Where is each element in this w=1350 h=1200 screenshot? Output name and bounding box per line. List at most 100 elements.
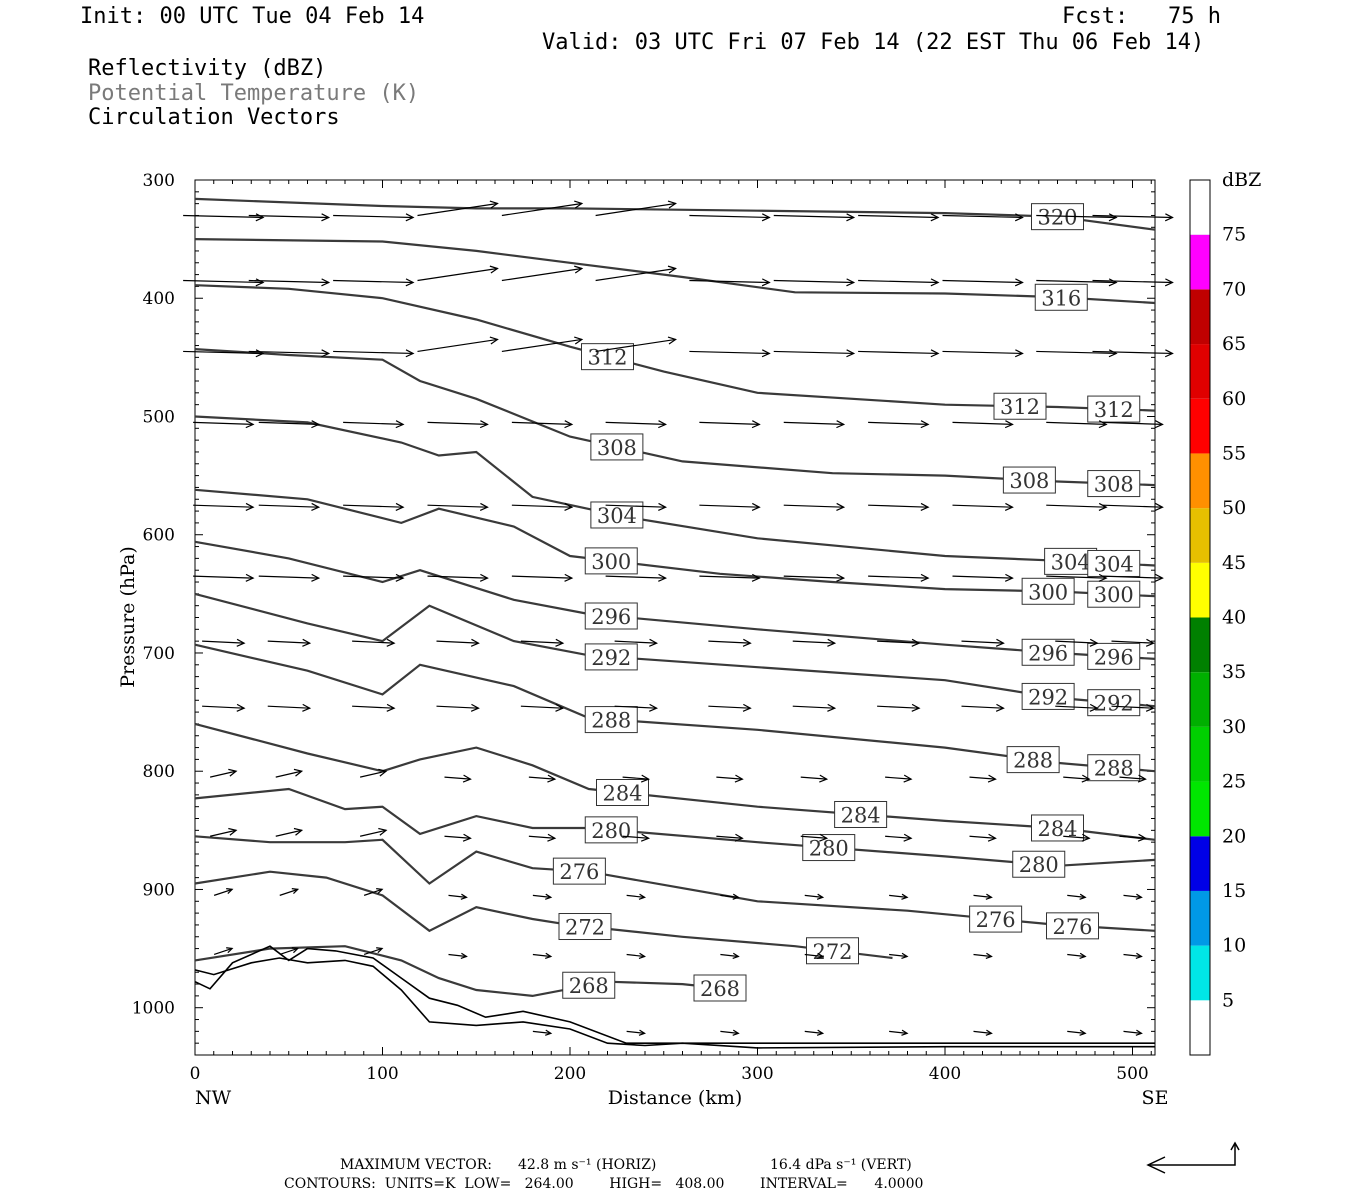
circulation-vector [359,770,387,778]
circulation-vector [952,504,1013,508]
x-tick-label: 500 [1116,1064,1148,1084]
circulation-vector [363,947,383,956]
colorbar-segment [1190,398,1210,454]
contour-label-280: 280 [591,819,631,843]
contour-label-box [584,602,638,630]
reference-horiz-arrowhead [1146,1156,1166,1174]
vector-arrowhead [638,1029,646,1036]
circulation-vector [952,575,1013,579]
vector-arrowhead [638,893,646,900]
vector-arrowhead [1004,573,1014,582]
vector-arrowhead [405,349,415,358]
isentrope-268 [194,945,739,998]
circulation-vector [1119,835,1146,839]
vector-arrowhead [1145,703,1155,712]
vector-arrowhead [1108,278,1118,287]
vector-arrowhead [555,638,565,647]
vector-arrowhead [649,703,659,712]
circulation-vector [193,575,254,579]
circulation-vector [520,640,563,644]
contour-label-308: 308 [1009,469,1049,493]
colorbar-segment [1190,726,1210,782]
circulation-vector [595,202,676,217]
max-vector-vert: 16.4 dPa s⁻¹ (VERT) [770,1157,912,1173]
circulation-vector [614,640,657,644]
colorbar-label: 5 [1222,989,1234,1011]
vector-arrowhead [732,893,740,900]
vector-arrowhead [836,420,846,429]
vector-arrowhead [1014,278,1024,287]
contour-label-300: 300 [1094,583,1134,607]
circulation-vector [1036,350,1117,355]
circulation-vector [605,575,666,579]
vector-arrowhead [1137,833,1147,842]
circulation-vector [248,279,329,284]
contour-label-300: 300 [1028,580,1068,604]
circulation-vector [1092,214,1173,219]
circulation-vector [427,504,488,508]
vector-arrowhead [846,213,856,222]
contour-label-308: 308 [597,436,637,460]
x-end-label-nw: NW [195,1087,232,1109]
vector-arrowhead [930,349,940,358]
contour-label-272: 272 [812,940,852,964]
vector-arrowhead [321,278,331,287]
vector-arrowhead [395,573,405,582]
contour-label-316: 316 [1041,286,1081,310]
circulation-vector [213,888,233,896]
circulation-vector [333,350,414,355]
circulation-vector [1102,504,1163,508]
isentrope-284 [194,722,1156,841]
vector-arrowhead [920,573,930,582]
contour-label-box [584,706,638,734]
contour-label-box [552,857,606,885]
circulation-vector [1046,504,1107,508]
vector-arrowhead [1135,952,1143,960]
vector-arrowhead [1145,638,1155,647]
contour-label-box [969,905,1023,933]
circulation-vector [501,202,582,217]
y-tick-label: 700 [143,644,175,664]
circulation-vector [605,421,666,425]
contour-label-280: 280 [1019,853,1059,877]
vector-arrowhead [1135,1029,1143,1036]
circulation-vector [973,1030,992,1034]
circulation-vector [501,338,582,353]
vector-arrowhead [395,420,405,429]
circulation-vector [792,705,835,709]
contour-label-box [558,913,612,941]
contour-label-280: 280 [809,837,849,861]
circulation-vector [877,640,920,644]
colorbar-label: 75 [1222,224,1246,246]
circulation-vector [889,1030,908,1034]
x-axis-label: Distance (km) [608,1087,743,1109]
vector-arrowhead [489,200,499,209]
vector-arrowhead [903,833,913,842]
contour-label-292: 292 [591,646,631,670]
contour-label-312: 312 [1000,395,1040,419]
colorbar-segment [1190,890,1210,946]
vector-arrowhead [574,200,584,209]
circulation-vector [595,267,676,282]
circulation-vector [333,214,414,219]
vector-arrowhead [245,420,255,429]
contour-label-268: 268 [569,974,609,998]
vector-arrowhead [378,768,388,777]
colorbar-label: 20 [1222,825,1246,847]
reference-vector-arrows [1148,1143,1236,1166]
circulation-vector [279,947,298,956]
circulation-vector [202,640,245,644]
contour-label-304: 304 [1051,550,1091,574]
contour-label-308: 308 [1094,473,1134,497]
colorbar-segment-below [1190,1000,1210,1055]
vector-arrowhead [489,265,499,274]
circulation-vector [1046,575,1107,579]
circulation-vector [248,350,329,355]
vector-arrowhead [901,1029,909,1036]
contour-label-320: 320 [1037,206,1077,230]
forecast-hour: Fcst: 75 h [1062,4,1221,29]
vector-arrowhead [985,1029,993,1036]
colorbar-label: 55 [1222,442,1246,464]
vector-arrowhead [667,336,677,345]
colorbar-segment [1190,453,1210,509]
